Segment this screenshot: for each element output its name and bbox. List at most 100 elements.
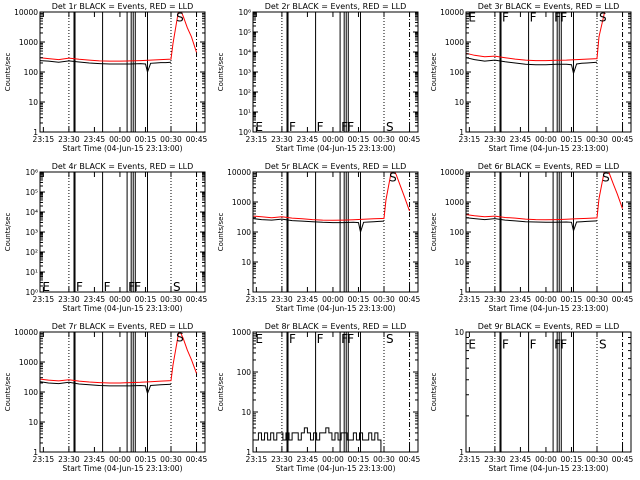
plot-frame	[252, 171, 419, 293]
y-axis-label: Counts/sec	[4, 53, 12, 92]
chart-title: Det 4r BLACK = Events, RED = LLD	[52, 162, 194, 171]
series-lld	[40, 332, 197, 384]
y-tick-label: 1	[459, 448, 464, 457]
x-tick-label: 00:00	[109, 295, 131, 304]
x-axis-label: Start Time (04-Jun-15 23:13:00)	[63, 464, 183, 473]
x-tick-label: 23:45	[297, 135, 319, 144]
plot-frame	[465, 11, 632, 133]
chart-title: Det 6r BLACK = Events, RED = LLD	[478, 162, 620, 171]
y-tick-label: 100	[237, 368, 252, 377]
x-tick-label: 00:45	[612, 135, 634, 144]
marker-f: F	[289, 120, 296, 134]
x-axis-label: Start Time (04-Jun-15 23:13:00)	[276, 144, 396, 153]
chart-title: Det 9r BLACK = Events, RED = LLD	[478, 322, 620, 331]
marker-f: F	[341, 120, 348, 134]
y-tick-label: 100	[450, 228, 465, 237]
x-tick-label: 23:30	[271, 295, 293, 304]
marker-s: S	[386, 120, 394, 134]
y-axis-label: Counts/sec	[4, 373, 12, 412]
detector-panel-5r: S 23:15 23:30 23:45 00:00 00:15 00:30 00:45 1 10 1…	[217, 162, 421, 313]
x-tick-label: 23:45	[84, 135, 106, 144]
y-tick-label: 10²	[238, 88, 251, 97]
y-tick-label: 10³	[25, 228, 38, 237]
y-tick-label: 10⁴	[238, 48, 251, 57]
y-tick-label: 10⁰	[238, 128, 251, 137]
marker-e: E	[468, 338, 476, 352]
plot-frame	[252, 331, 419, 453]
x-tick-label: 23:15	[33, 455, 55, 464]
x-tick-label: 00:30	[586, 295, 608, 304]
chart-title: Det 8r BLACK = Events, RED = LLD	[265, 322, 407, 331]
x-tick-label: 00:30	[373, 295, 395, 304]
marker-s: S	[176, 331, 184, 345]
marker-f: F	[530, 11, 537, 25]
y-tick-label: 1	[33, 448, 38, 457]
x-tick-label: 23:30	[484, 135, 506, 144]
x-tick-label: 23:45	[84, 295, 106, 304]
x-tick-label: 23:30	[58, 135, 80, 144]
detector-panel-9r: E F F F F S23:15 23:30 23:45 00:00 00:15 00:30 00:4…	[430, 322, 634, 473]
y-tick-label: 10000	[227, 168, 251, 177]
x-tick-label: 00:15	[135, 455, 157, 464]
y-tick-label: 1000	[445, 38, 464, 47]
x-tick-label: 00:30	[373, 135, 395, 144]
chart-title: Det 1r BLACK = Events, RED = LLD	[52, 2, 194, 11]
series-events	[40, 381, 172, 396]
x-tick-label: 00:15	[348, 135, 370, 144]
marker-s: S	[173, 280, 181, 294]
marker-e: E	[468, 11, 476, 25]
y-tick-label: 10²	[25, 248, 38, 257]
x-tick-label: 00:45	[612, 295, 634, 304]
y-tick-label: 10	[241, 408, 251, 417]
marker-s: S	[386, 332, 394, 346]
x-tick-label: 23:15	[246, 455, 268, 464]
marker-f: F	[104, 280, 111, 294]
x-tick-label: 00:45	[186, 135, 208, 144]
x-tick-label: 23:45	[510, 135, 532, 144]
series-lld	[466, 172, 623, 221]
x-tick-label: 23:15	[459, 455, 481, 464]
series-lld	[253, 172, 410, 221]
y-tick-label: 10	[454, 328, 464, 337]
y-tick-label: 10⁴	[25, 208, 38, 217]
x-tick-label: 00:30	[586, 135, 608, 144]
x-tick-label: 23:15	[246, 295, 268, 304]
series-events	[255, 427, 384, 452]
x-tick-label: 23:30	[484, 295, 506, 304]
marker-s: S	[389, 171, 397, 185]
y-tick-label: 1000	[232, 328, 251, 337]
x-tick-label: 23:45	[510, 455, 532, 464]
series-events	[466, 217, 598, 233]
series-lld	[466, 12, 606, 62]
x-tick-label: 00:15	[135, 135, 157, 144]
x-tick-label: 23:15	[33, 135, 55, 144]
y-tick-label: 10000	[14, 328, 38, 337]
x-tick-label: 00:45	[399, 295, 421, 304]
x-tick-label: 00:30	[160, 135, 182, 144]
y-tick-label: 100	[450, 68, 465, 77]
x-tick-label: 00:30	[373, 455, 395, 464]
y-tick-label: 10	[454, 258, 464, 267]
detector-panel-2r: E F F F F S23:15 23:30 23:45 00:00 00:15 00:30 00:4…	[217, 2, 421, 153]
x-tick-label: 00:00	[109, 135, 131, 144]
x-tick-label: 23:15	[33, 295, 55, 304]
x-tick-label: 00:30	[160, 295, 182, 304]
plot-frame	[252, 11, 419, 133]
x-tick-label: 00:15	[561, 135, 583, 144]
plot-frame	[465, 331, 632, 453]
y-axis-label: Counts/sec	[217, 373, 225, 412]
series-events	[40, 60, 172, 74]
chart-title: Det 3r BLACK = Events, RED = LLD	[478, 2, 620, 11]
y-tick-label: 1000	[232, 198, 251, 207]
x-tick-label: 00:15	[348, 295, 370, 304]
y-tick-label: 1000	[19, 38, 38, 47]
marker-f: F	[347, 332, 354, 346]
x-axis-label: Start Time (04-Jun-15 23:13:00)	[276, 304, 396, 313]
y-tick-label: 10000	[14, 8, 38, 17]
x-tick-label: 23:15	[459, 295, 481, 304]
y-tick-label: 1	[459, 128, 464, 137]
x-tick-label: 23:30	[271, 135, 293, 144]
x-tick-label: 00:00	[322, 295, 344, 304]
x-tick-label: 00:00	[109, 455, 131, 464]
